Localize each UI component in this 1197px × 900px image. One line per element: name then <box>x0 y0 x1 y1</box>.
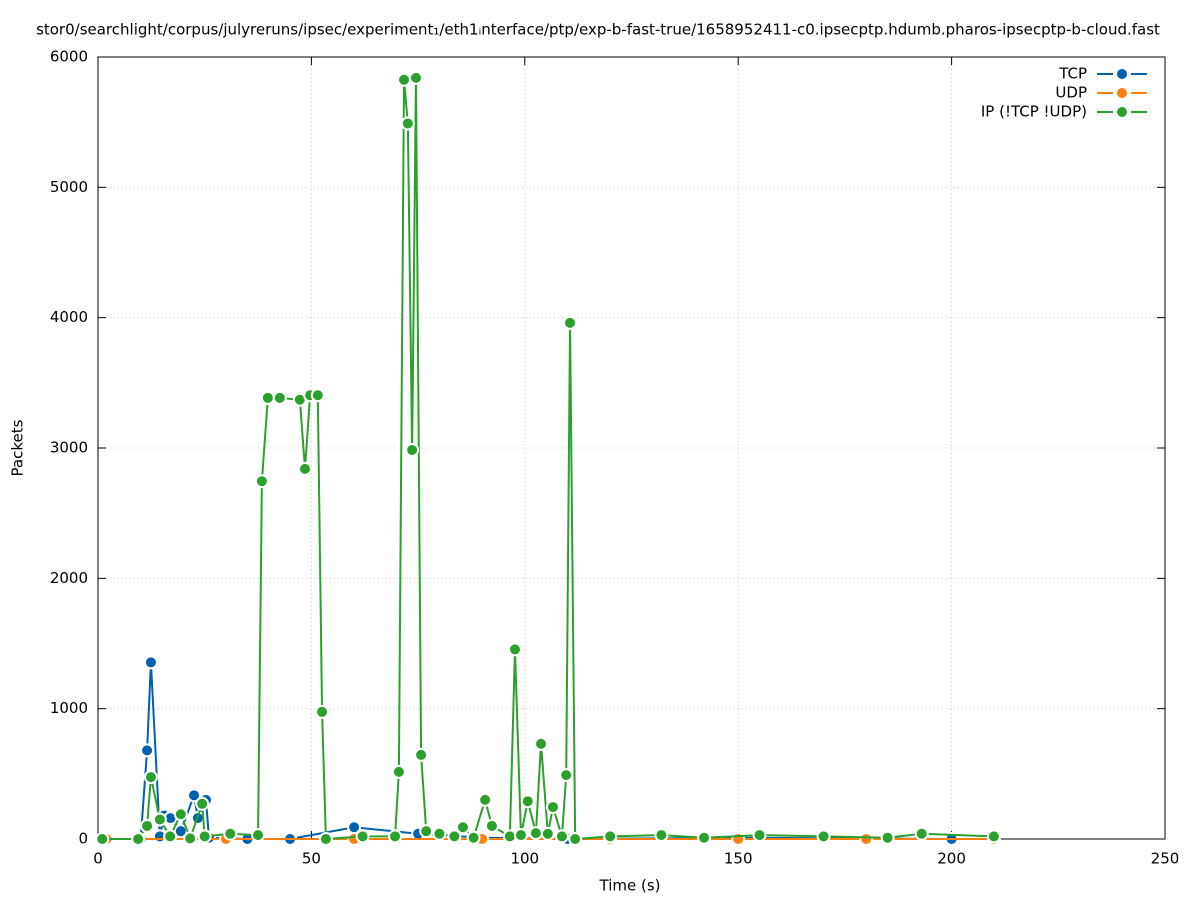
data-point <box>260 390 275 405</box>
data-point <box>419 824 434 839</box>
legend-label: UDP <box>1055 84 1087 102</box>
y-axis-label: Packets <box>9 419 27 476</box>
data-point <box>484 818 499 833</box>
legend-marker <box>1115 86 1129 100</box>
chart-title: stor0/searchlight/corpus/julyreruns/ipse… <box>36 21 1160 39</box>
x-tick-label: 0 <box>93 850 103 868</box>
data-point <box>502 829 517 844</box>
data-point <box>859 832 874 846</box>
data-point <box>507 642 522 657</box>
data-point <box>143 770 158 785</box>
data-point <box>318 832 333 846</box>
data-point <box>152 812 167 827</box>
data-point <box>568 832 583 846</box>
data-point <box>528 826 543 841</box>
data-point <box>654 828 669 843</box>
data-point <box>223 826 238 841</box>
data-point <box>143 655 158 670</box>
data-point <box>251 828 266 843</box>
legend-marker <box>1115 105 1129 119</box>
x-tick-label: 200 <box>937 850 966 868</box>
data-point <box>254 474 269 489</box>
y-tick-label: 1000 <box>50 699 88 717</box>
data-point <box>559 768 574 783</box>
data-point <box>816 829 831 844</box>
data-point <box>534 736 549 751</box>
data-point <box>391 764 406 779</box>
data-point <box>195 796 210 811</box>
data-point <box>405 442 420 457</box>
data-point <box>310 388 325 403</box>
y-tick-label: 2000 <box>50 569 88 587</box>
y-tick-label: 4000 <box>50 308 88 326</box>
legend-label: IP (!TCP !UDP) <box>981 103 1087 121</box>
data-point <box>520 794 535 809</box>
data-point <box>545 800 560 815</box>
data-point <box>187 788 202 803</box>
data-point <box>131 832 146 846</box>
data-point <box>731 832 746 846</box>
data-point <box>914 826 929 841</box>
x-tick-label: 50 <box>302 850 321 868</box>
data-point <box>697 830 712 845</box>
data-point <box>140 818 155 833</box>
data-point <box>140 743 155 758</box>
data-point <box>315 704 330 719</box>
data-point <box>173 807 188 822</box>
data-point <box>986 829 1001 844</box>
x-tick-label: 150 <box>724 850 753 868</box>
y-tick-label: 3000 <box>50 439 88 457</box>
data-point <box>554 829 569 844</box>
data-point <box>408 70 423 85</box>
data-point <box>163 829 178 844</box>
data-point <box>272 390 287 405</box>
data-point <box>513 828 528 843</box>
data-point <box>466 830 481 845</box>
x-tick-label: 100 <box>510 850 539 868</box>
data-point <box>95 832 110 846</box>
data-point <box>432 826 447 841</box>
data-point <box>455 820 470 835</box>
data-point <box>183 831 198 846</box>
data-point <box>603 829 618 844</box>
y-tick-label: 5000 <box>50 178 88 196</box>
data-point <box>880 830 895 845</box>
legend-label: TCP <box>1058 65 1087 83</box>
data-point <box>355 829 370 844</box>
data-point <box>400 116 415 131</box>
y-tick-label: 0 <box>78 830 88 848</box>
data-point <box>397 72 412 87</box>
data-point <box>297 461 312 476</box>
data-point <box>752 828 767 843</box>
data-point <box>478 792 493 807</box>
data-point <box>563 315 578 330</box>
data-point <box>388 829 403 844</box>
x-axis-label: Time (s) <box>599 877 661 895</box>
data-point <box>447 829 462 844</box>
legend-marker <box>1115 67 1129 81</box>
data-point <box>197 829 212 844</box>
x-tick-label: 250 <box>1151 850 1180 868</box>
data-point <box>540 826 555 841</box>
y-tick-label: 6000 <box>50 48 88 66</box>
data-point <box>414 747 429 762</box>
